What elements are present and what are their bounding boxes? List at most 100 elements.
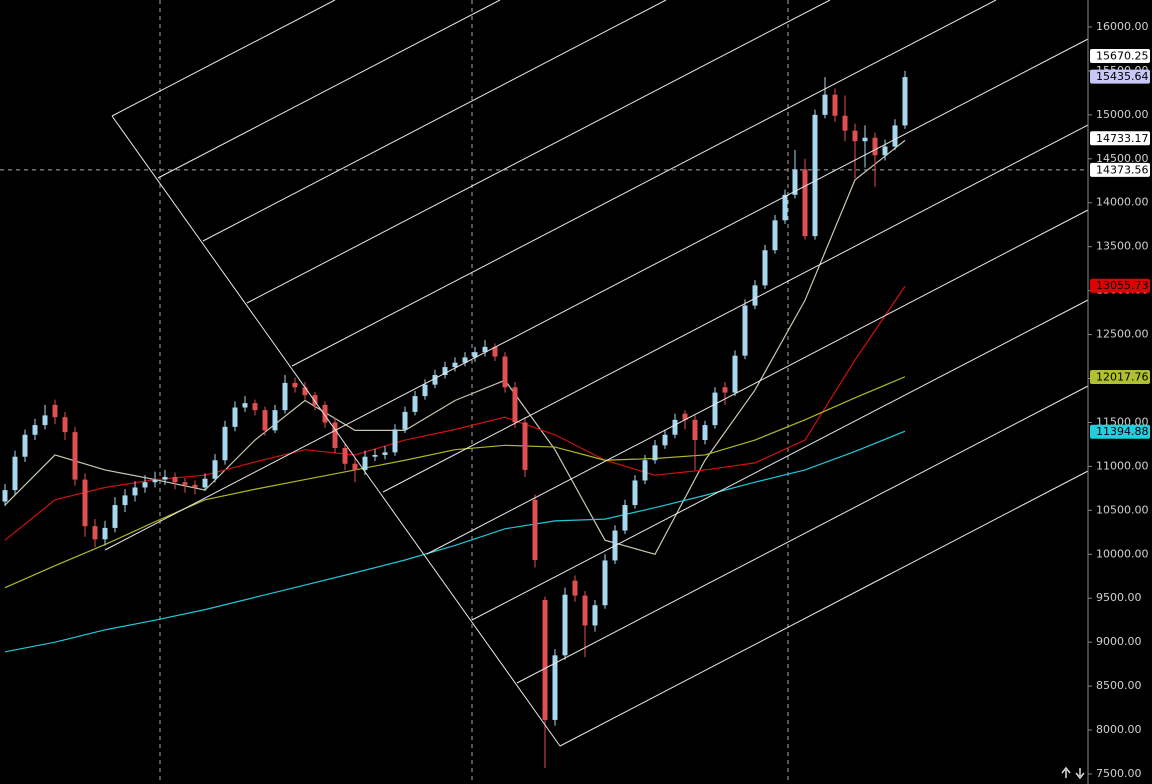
y-tick-label: 10000.00 [1096, 547, 1149, 560]
scroll-up[interactable] [1061, 766, 1071, 778]
price-label-box [1090, 131, 1150, 146]
candle-body [162, 476, 168, 480]
candle-body [632, 480, 638, 506]
tool-line[interactable] [426, 209, 1089, 555]
candle-body [402, 411, 408, 430]
candle-body [622, 505, 628, 531]
candle-body [362, 456, 368, 470]
candle-body [342, 447, 348, 464]
candle-body [222, 426, 228, 461]
candle-body [892, 125, 898, 147]
tool-line[interactable] [246, 0, 831, 304]
candle-body [92, 526, 98, 540]
candle-body [472, 352, 478, 358]
candle-body [122, 495, 128, 506]
candle-body [482, 346, 488, 353]
y-tick-label: 13500.00 [1096, 240, 1149, 253]
candle-body [652, 445, 658, 461]
tool-line[interactable] [157, 0, 501, 179]
price-label-box [1090, 278, 1150, 293]
candle-body [52, 404, 58, 418]
candle-body [312, 395, 318, 405]
candle-body [292, 382, 298, 388]
tool-line[interactable] [382, 124, 1089, 493]
y-tick-label: 12500.00 [1096, 328, 1149, 341]
moving-average [4, 376, 906, 589]
candle-body [352, 463, 358, 470]
candle-body [262, 410, 268, 431]
y-tick-label: 16000.00 [1096, 20, 1149, 33]
candle-body [252, 403, 258, 411]
y-tick-label: 8000.00 [1096, 723, 1142, 736]
candle-body [112, 505, 118, 528]
price-label-box [1090, 424, 1150, 439]
candle-body [872, 137, 878, 156]
candle-body [142, 482, 148, 488]
candle-body [532, 499, 538, 560]
candle-body [772, 220, 778, 251]
candle-body [392, 429, 398, 453]
y-tick-label: 9500.00 [1096, 591, 1142, 604]
price-label: 11394.88 [1096, 425, 1149, 438]
price-label: 12017.76 [1096, 370, 1149, 383]
candle-body [782, 194, 788, 221]
candle-body [232, 407, 238, 427]
y-tick-label: 10500.00 [1096, 503, 1149, 516]
y-tick-label: 14500.00 [1096, 152, 1149, 165]
candle-body [592, 605, 598, 626]
tool-line[interactable] [516, 385, 1089, 684]
price-label: 15670.25 [1096, 49, 1149, 62]
candle-body [462, 357, 468, 363]
tool-line[interactable] [291, 0, 997, 367]
candle-body [172, 476, 178, 483]
candle-body [702, 425, 708, 441]
candle-body [852, 130, 858, 142]
y-tick-label: 15000.00 [1096, 108, 1149, 121]
candle-body [182, 482, 188, 485]
y-tick-label: 11000.00 [1096, 459, 1149, 472]
pitchfork-tool[interactable] [104, 0, 1089, 747]
candle-body [62, 417, 68, 433]
candle-body [822, 94, 828, 115]
candle-body [212, 460, 218, 479]
y-tick-label: 14000.00 [1096, 196, 1149, 209]
scroll-down[interactable] [1075, 768, 1085, 780]
candle-body [712, 392, 718, 426]
candle-body [682, 413, 688, 420]
candle-body [662, 434, 668, 446]
candle-body [672, 419, 678, 435]
tool-line[interactable] [559, 470, 1089, 747]
tool-handle[interactable] [111, 115, 561, 747]
candle-body [502, 356, 508, 388]
y-tick-label: 7500.00 [1096, 767, 1142, 780]
scroll-buttons[interactable] [1061, 766, 1085, 780]
candle-body [602, 560, 608, 606]
candle-body [332, 422, 338, 448]
candle-body [642, 460, 648, 481]
price-label: 15435.64 [1096, 70, 1149, 83]
tool-line[interactable] [104, 38, 1089, 551]
candle-body [492, 346, 498, 357]
candle-body [372, 454, 378, 457]
candle-body [32, 425, 38, 435]
candle-body [862, 137, 868, 142]
candle-body [752, 285, 758, 306]
candle-body [732, 355, 738, 393]
candle-body [12, 456, 18, 491]
candle-body [562, 594, 568, 656]
candle-body [272, 410, 278, 431]
candle-body [552, 655, 558, 720]
candle-body [832, 94, 838, 116]
tool-line[interactable] [111, 0, 336, 117]
candle-body [132, 487, 138, 496]
candle-body [412, 396, 418, 412]
candle-body [572, 580, 578, 596]
candle-body [242, 403, 248, 408]
price-label-box [1090, 48, 1150, 63]
candle-body [512, 387, 518, 423]
candle-body [812, 114, 818, 237]
candle-body [422, 384, 428, 397]
tool-line[interactable] [202, 0, 667, 242]
candle-body [582, 595, 588, 626]
tool-line[interactable] [471, 299, 1089, 621]
